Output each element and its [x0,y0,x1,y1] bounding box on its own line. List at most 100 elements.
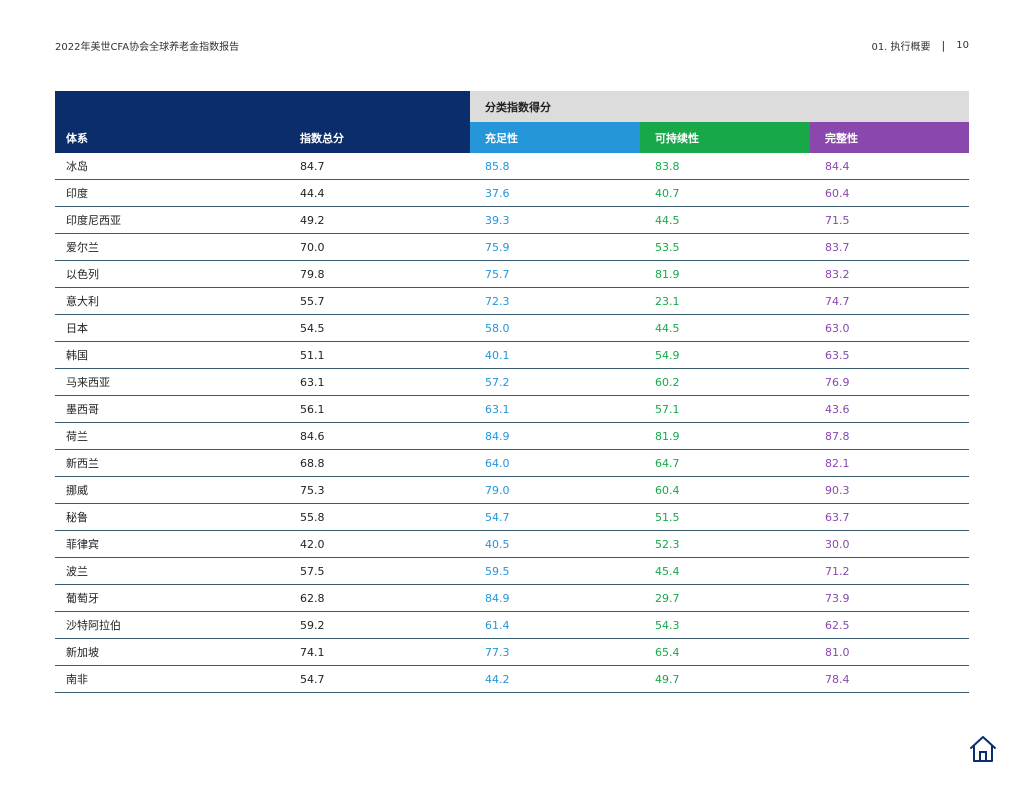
column-header-sustainability: 可持续性 [640,122,810,153]
cell-sustainability: 40.7 [640,179,810,207]
table-row: 爱尔兰 70.0 75.9 53.5 83.7 [55,233,969,261]
page-header-right: 01. 执行概要 | 10 [871,38,969,53]
table-row: 日本 54.5 58.0 44.5 63.0 [55,314,969,342]
cell-sustainability: 81.9 [640,422,810,450]
table-row: 以色列 79.8 75.7 81.9 83.2 [55,260,969,288]
table-row: 冰岛 84.7 85.8 83.8 84.4 [55,153,969,180]
cell-sustainability: 45.4 [640,557,810,585]
cell-system: 印度 [55,179,300,207]
column-header-integrity: 完整性 [810,122,969,153]
cell-system: 挪威 [55,476,300,504]
cell-integrity: 78.4 [810,665,969,693]
cell-integrity: 83.2 [810,260,969,288]
table-row: 新西兰 68.8 64.0 64.7 82.1 [55,449,969,477]
cell-sustainability: 54.9 [640,341,810,369]
cell-total: 84.6 [300,422,470,450]
cell-adequacy: 44.2 [470,665,640,693]
cell-system: 新加坡 [55,638,300,666]
cell-total: 56.1 [300,395,470,423]
cell-system: 印度尼西亚 [55,206,300,234]
home-icon [970,736,996,762]
cell-adequacy: 58.0 [470,314,640,342]
cell-integrity: 71.5 [810,206,969,234]
sub-index-group-header: 分类指数得分 [470,91,969,122]
cell-adequacy: 54.7 [470,503,640,531]
cell-system: 葡萄牙 [55,584,300,612]
table-group-header-row: 分类指数得分 [55,91,969,122]
cell-total: 63.1 [300,368,470,396]
cell-system: 秘鲁 [55,503,300,531]
cell-integrity: 60.4 [810,179,969,207]
cell-total: 49.2 [300,206,470,234]
cell-system: 波兰 [55,557,300,585]
cell-sustainability: 29.7 [640,584,810,612]
cell-integrity: 83.7 [810,233,969,261]
cell-integrity: 90.3 [810,476,969,504]
cell-sustainability: 60.4 [640,476,810,504]
table-row: 印度尼西亚 49.2 39.3 44.5 71.5 [55,206,969,234]
cell-integrity: 30.0 [810,530,969,558]
cell-sustainability: 53.5 [640,233,810,261]
cell-integrity: 76.9 [810,368,969,396]
cell-total: 74.1 [300,638,470,666]
home-button[interactable] [968,734,998,764]
cell-integrity: 63.7 [810,503,969,531]
cell-adequacy: 84.9 [470,584,640,612]
page-number: 10 [956,40,969,51]
table-row: 挪威 75.3 79.0 60.4 90.3 [55,476,969,504]
cell-total: 68.8 [300,449,470,477]
cell-total: 70.0 [300,233,470,261]
cell-system: 新西兰 [55,449,300,477]
table-row: 葡萄牙 62.8 84.9 29.7 73.9 [55,584,969,612]
cell-total: 79.8 [300,260,470,288]
cell-integrity: 81.0 [810,638,969,666]
cell-integrity: 87.8 [810,422,969,450]
cell-sustainability: 44.5 [640,206,810,234]
cell-total: 54.7 [300,665,470,693]
cell-adequacy: 72.3 [470,287,640,315]
cell-sustainability: 64.7 [640,449,810,477]
cell-system: 意大利 [55,287,300,315]
table-row: 墨西哥 56.1 63.1 57.1 43.6 [55,395,969,423]
cell-adequacy: 77.3 [470,638,640,666]
table-row: 南非 54.7 44.2 49.7 78.4 [55,665,969,693]
cell-adequacy: 61.4 [470,611,640,639]
cell-total: 84.7 [300,153,470,180]
cell-system: 沙特阿拉伯 [55,611,300,639]
table-row: 秘鲁 55.8 54.7 51.5 63.7 [55,503,969,531]
cell-integrity: 73.9 [810,584,969,612]
cell-system: 爱尔兰 [55,233,300,261]
cell-system: 荷兰 [55,422,300,450]
table-column-header-row: 体系 指数总分 充足性 可持续性 完整性 [55,122,969,153]
cell-sustainability: 65.4 [640,638,810,666]
cell-adequacy: 85.8 [470,153,640,180]
cell-adequacy: 64.0 [470,449,640,477]
cell-adequacy: 40.1 [470,341,640,369]
table-row: 菲律宾 42.0 40.5 52.3 30.0 [55,530,969,558]
column-header-system: 体系 [55,122,300,153]
cell-adequacy: 40.5 [470,530,640,558]
cell-total: 75.3 [300,476,470,504]
cell-adequacy: 39.3 [470,206,640,234]
cell-total: 54.5 [300,314,470,342]
cell-integrity: 43.6 [810,395,969,423]
table-row: 马来西亚 63.1 57.2 60.2 76.9 [55,368,969,396]
column-header-total: 指数总分 [300,122,470,153]
cell-adequacy: 75.9 [470,233,640,261]
cell-sustainability: 49.7 [640,665,810,693]
table-row: 意大利 55.7 72.3 23.1 74.7 [55,287,969,315]
table-row: 荷兰 84.6 84.9 81.9 87.8 [55,422,969,450]
cell-total: 51.1 [300,341,470,369]
cell-integrity: 82.1 [810,449,969,477]
cell-adequacy: 37.6 [470,179,640,207]
cell-sustainability: 83.8 [640,153,810,180]
cell-adequacy: 59.5 [470,557,640,585]
cell-system: 菲律宾 [55,530,300,558]
cell-adequacy: 75.7 [470,260,640,288]
cell-sustainability: 51.5 [640,503,810,531]
cell-total: 42.0 [300,530,470,558]
header-separator: | [941,39,946,52]
cell-system: 墨西哥 [55,395,300,423]
group-header-blank [55,91,470,122]
cell-total: 55.7 [300,287,470,315]
